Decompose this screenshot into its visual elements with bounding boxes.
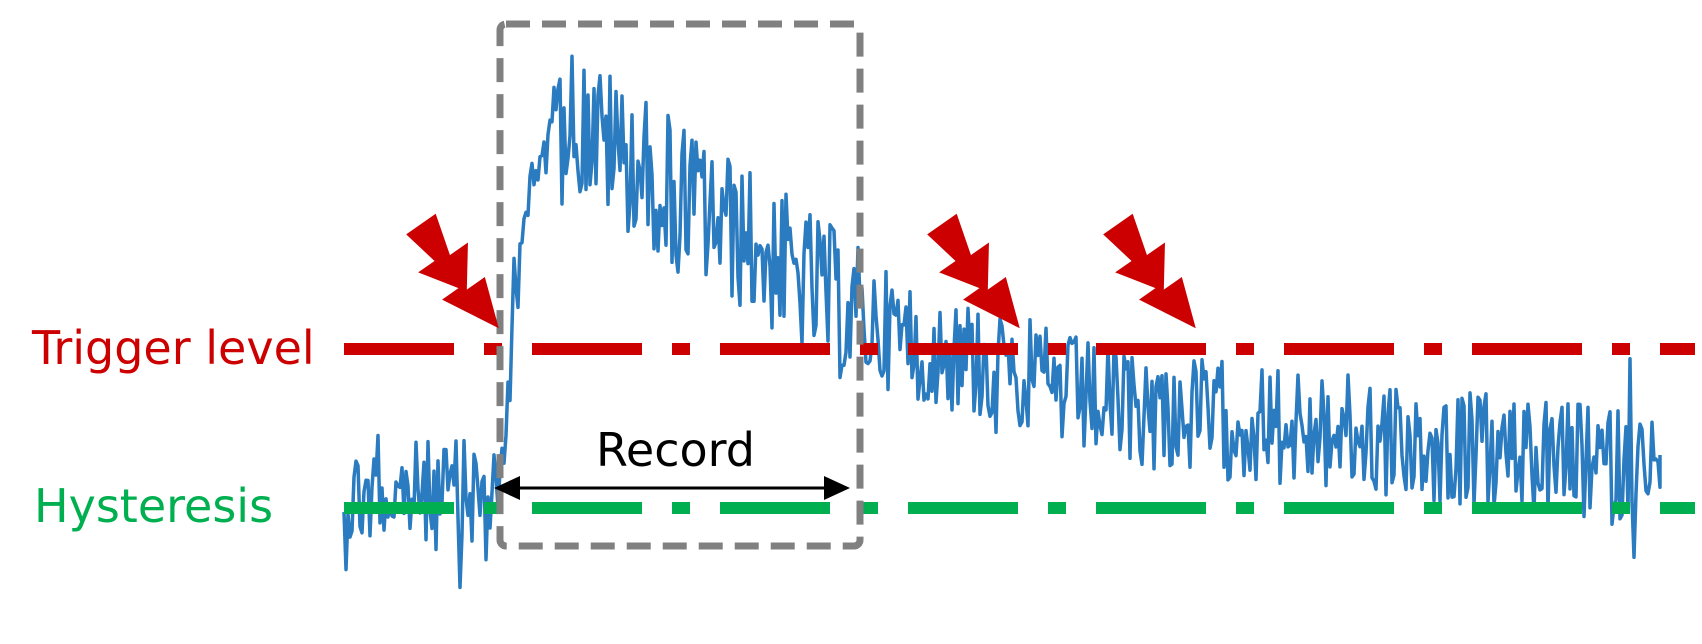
lightning-bolt-icon [1103, 213, 1196, 329]
record-arrow [494, 476, 850, 500]
hysteresis-label: Hysteresis [34, 479, 273, 533]
signal-trace [342, 54, 1662, 590]
record-label: Record [596, 423, 755, 477]
trigger-level-label: Trigger level [31, 321, 315, 375]
record-window-box [496, 20, 864, 550]
lightning-bolt-icon [927, 213, 1020, 329]
lightning-bolt-icon [406, 213, 499, 329]
